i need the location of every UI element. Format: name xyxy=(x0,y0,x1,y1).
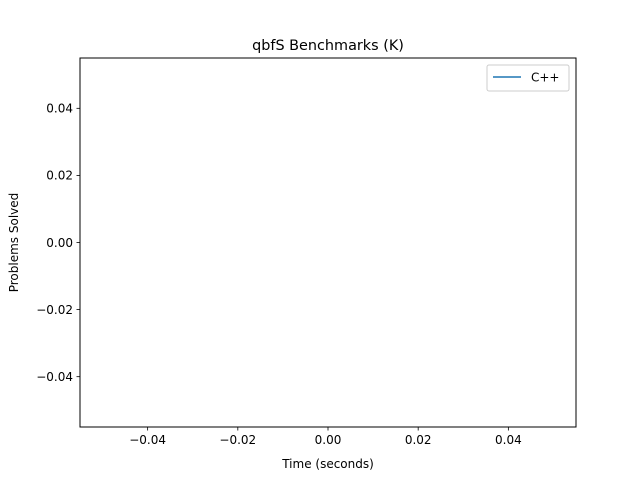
x-axis-label: Time (seconds) xyxy=(281,457,374,471)
x-tick-label: 0.04 xyxy=(495,433,522,447)
y-tick-label: 0.00 xyxy=(46,236,73,250)
y-axis-label: Problems Solved xyxy=(7,193,21,293)
x-tick-label: 0.00 xyxy=(315,433,342,447)
y-tick-label: 0.04 xyxy=(46,102,73,116)
x-tick-label: −0.02 xyxy=(219,433,256,447)
chart-title: qbfS Benchmarks (K) xyxy=(252,38,404,54)
y-tick-label: 0.02 xyxy=(46,169,73,183)
legend: C++ xyxy=(486,64,570,92)
x-axis-ticks: −0.04 −0.02 0.00 0.02 0.04 xyxy=(129,427,522,447)
legend-box xyxy=(486,64,570,92)
x-tick-label: 0.02 xyxy=(405,433,432,447)
y-tick-label: −0.04 xyxy=(36,370,73,384)
y-axis-ticks: −0.04 −0.02 0.00 0.02 0.04 xyxy=(36,102,80,384)
plot-area xyxy=(80,58,576,427)
plot-frame xyxy=(79,57,577,428)
y-tick-label: −0.02 xyxy=(36,303,73,317)
legend-entry-label: C++ xyxy=(531,71,560,85)
x-tick-label: −0.04 xyxy=(129,433,166,447)
